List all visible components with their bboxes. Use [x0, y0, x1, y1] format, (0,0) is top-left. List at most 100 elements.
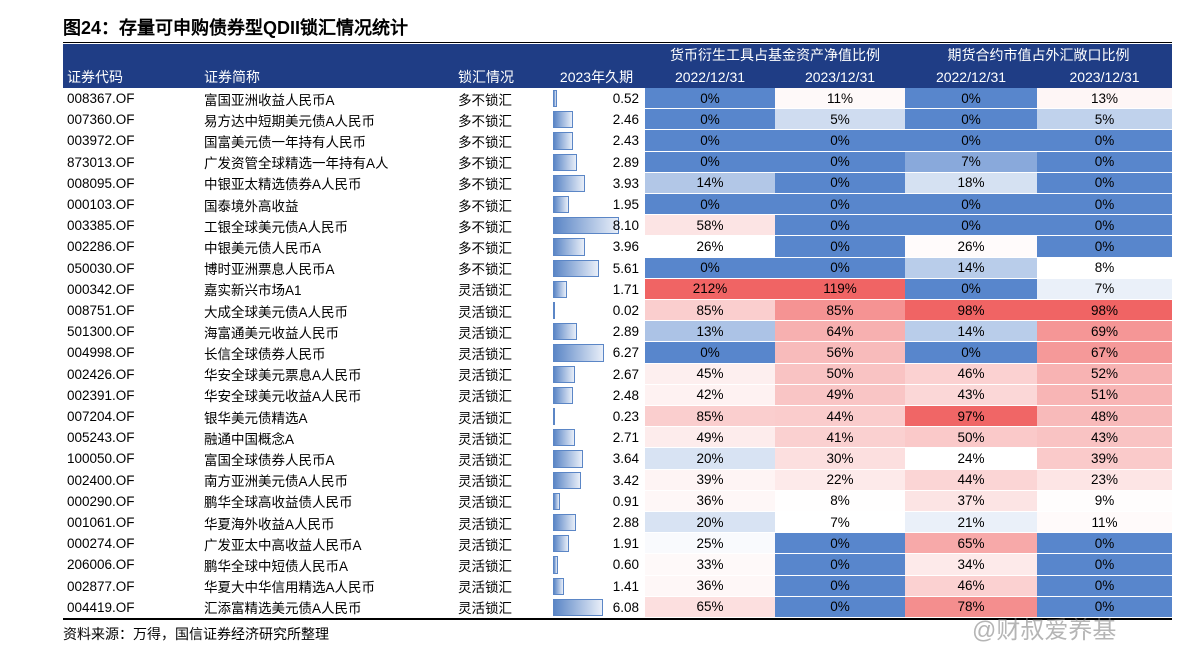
name: 南方亚洲美元债A人民币 [204, 474, 349, 490]
name: 融通中国概念A [204, 431, 295, 447]
ratio-cell: 0% [1037, 236, 1172, 258]
duration-bar [553, 132, 573, 150]
ratio-cell: 23% [1037, 469, 1172, 491]
code: 000103.OF [67, 197, 135, 213]
name: 博时亚洲票息人民币A [204, 262, 335, 278]
code: 002286.OF [67, 239, 135, 255]
title: 图24：存量可申购债券型QDII锁汇情况统计 [63, 18, 409, 38]
ratio-cell: 14% [645, 172, 775, 194]
name: 广发亚太中高收益人民币A [204, 537, 362, 553]
ratio-cell: 0% [905, 109, 1037, 131]
ratio-cell: 45% [645, 363, 775, 385]
code: 000274.OF [67, 536, 135, 552]
ratio-cell: 46% [905, 575, 1037, 597]
ratio-cell: 41% [775, 427, 905, 449]
ratio-cell: 0% [775, 172, 905, 194]
name: 汇添富精选美元债A人民币 [204, 601, 362, 617]
duration: 0.23 [612, 409, 639, 425]
ratio-cell: 5% [1037, 109, 1172, 131]
hedge-status: 多不锁汇 [458, 134, 512, 150]
duration-bar [553, 344, 605, 362]
ratio-cell: 0% [1037, 596, 1172, 618]
ratio-cell: 14% [905, 321, 1037, 343]
ratio-cell: 0% [645, 151, 775, 173]
ratio-cell: 0% [1037, 130, 1172, 152]
duration-bar [553, 217, 619, 235]
ratio-cell: 64% [775, 321, 905, 343]
name: 海富通美元收益人民币 [204, 325, 339, 341]
name: 嘉实新兴市场A1 [204, 283, 302, 299]
duration-bar [553, 598, 603, 616]
ratio-cell: 0% [775, 257, 905, 279]
hedge-status: 灵活锁汇 [458, 325, 512, 341]
name: 中银美元债人民币A [204, 240, 322, 256]
ratio-cell: 0% [645, 194, 775, 216]
ratio-cell: 34% [905, 554, 1037, 576]
hedge-status: 灵活锁汇 [458, 580, 512, 596]
ratio-cell: 21% [905, 512, 1037, 534]
ratio-cell: 65% [645, 596, 775, 618]
ratio-cell: 0% [905, 278, 1037, 300]
ratio-cell: 0% [645, 257, 775, 279]
code: 004419.OF [67, 599, 135, 615]
name: 长信全球债券人民币 [204, 346, 326, 362]
header-band [63, 44, 1172, 88]
name: 中银亚太精选债券A人民币 [204, 177, 362, 193]
code: 004998.OF [67, 345, 135, 361]
name: 广发资管全球精选一年持有A人 [204, 156, 389, 172]
name: 华夏大中华信用精选A人民币 [204, 580, 376, 596]
title-rule [63, 42, 1172, 43]
ratio-cell: 7% [1037, 278, 1172, 300]
ratio-cell: 26% [905, 236, 1037, 258]
ratio-cell: 25% [645, 533, 775, 555]
ratio-cell: 0% [905, 342, 1037, 364]
duration-bar [553, 577, 565, 595]
ratio-cell: 0% [775, 130, 905, 152]
duration-bar [553, 492, 561, 510]
column-header: 2023/12/31 [804, 69, 876, 85]
ratio-cell: 50% [905, 427, 1037, 449]
duration: 2.46 [612, 112, 639, 128]
hedge-status: 多不锁汇 [458, 198, 512, 214]
ratio-cell: 0% [1037, 151, 1172, 173]
code: 003972.OF [67, 133, 135, 149]
duration-bar [553, 408, 555, 426]
ratio-cell: 0% [775, 215, 905, 237]
name: 富国亚洲收益人民币A [204, 92, 335, 108]
duration: 2.67 [612, 366, 639, 382]
duration-bar [553, 280, 567, 298]
ratio-cell: 30% [775, 448, 905, 470]
duration: 3.96 [612, 239, 639, 255]
duration-bar [553, 429, 576, 447]
ratio-cell: 24% [905, 448, 1037, 470]
ratio-cell: 0% [645, 130, 775, 152]
watermark: @财叔爱养基 [972, 617, 1117, 644]
code: 000342.OF [67, 281, 135, 297]
ratio-cell: 50% [775, 363, 905, 385]
ratio-cell: 98% [1037, 300, 1172, 322]
code: 001061.OF [67, 515, 135, 531]
duration-bar [553, 450, 583, 468]
hedge-status: 多不锁汇 [458, 113, 512, 129]
code: 008095.OF [67, 175, 135, 191]
duration-bar [553, 471, 581, 489]
ratio-cell: 39% [1037, 448, 1172, 470]
duration-bar [553, 174, 586, 192]
duration-bar [553, 238, 586, 256]
ratio-cell: 49% [775, 384, 905, 406]
hedge-status: 灵活锁汇 [458, 495, 512, 511]
name: 工银全球美元债A人民币 [204, 219, 349, 235]
duration-bar [553, 386, 574, 404]
code: 007204.OF [67, 409, 135, 425]
ratio-cell: 49% [645, 427, 775, 449]
ratio-cell: 97% [905, 406, 1037, 428]
name: 鹏华全球中短债人民币A [204, 558, 349, 574]
ratio-cell: 43% [1037, 427, 1172, 449]
ratio-cell: 0% [645, 342, 775, 364]
duration-bar [553, 302, 555, 320]
duration: 2.89 [612, 154, 639, 170]
duration: 2.89 [612, 324, 639, 340]
code: 873013.OF [67, 154, 135, 170]
hedge-status: 灵活锁汇 [458, 346, 512, 362]
ratio-cell: 67% [1037, 342, 1172, 364]
